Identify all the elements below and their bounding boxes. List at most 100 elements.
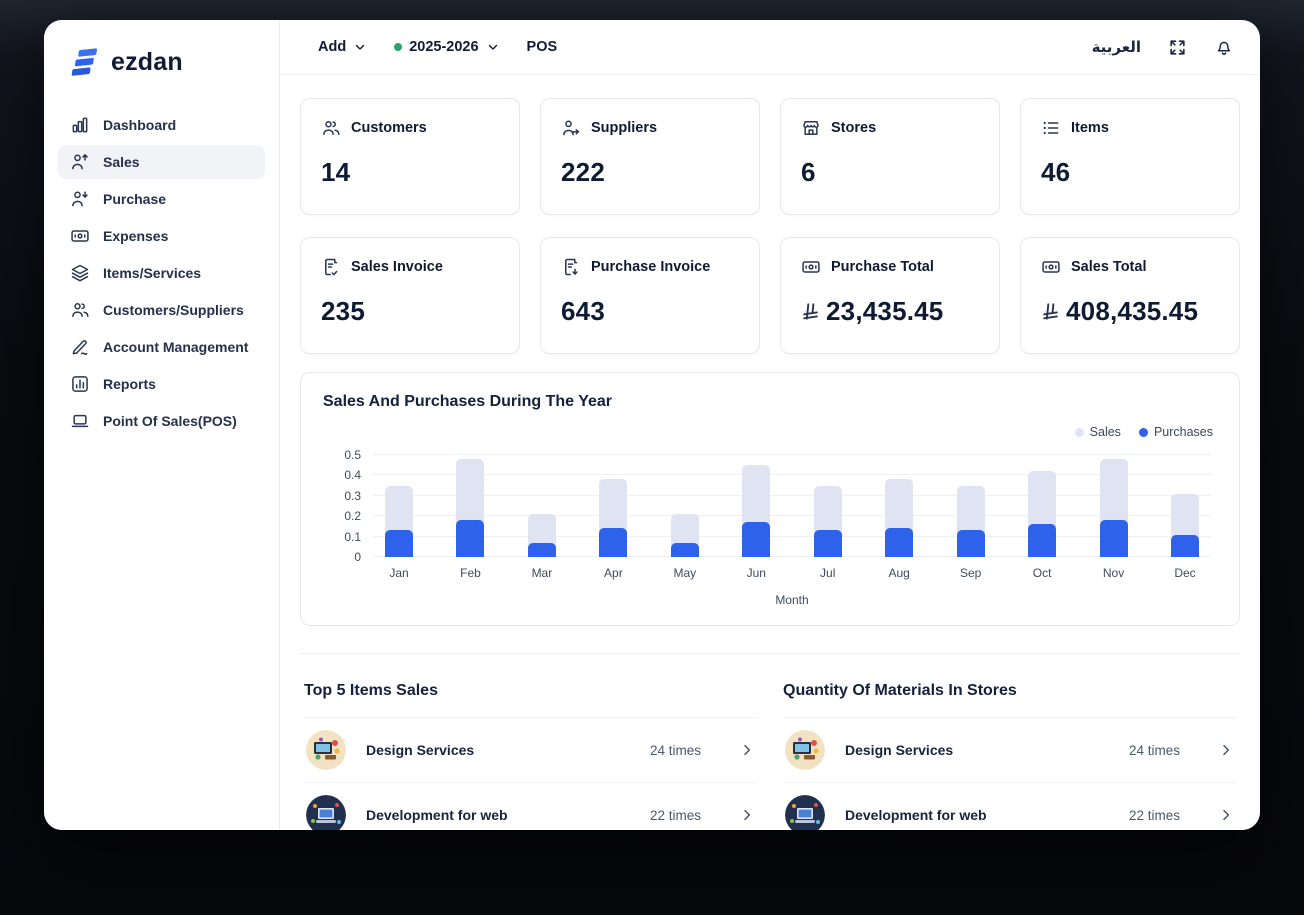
- gridline: [373, 454, 1211, 455]
- stat-card-value: 6: [801, 157, 979, 188]
- chart-legend: Sales Purchases: [323, 425, 1213, 439]
- x-axis-tick: Dec: [1174, 566, 1196, 580]
- dashboard-icon: [70, 115, 90, 135]
- sales-purchases-chart-card: Sales And Purchases During The Year Sale…: [300, 372, 1240, 626]
- item-name: Development for web: [366, 807, 508, 823]
- app-window: ezdan Dashboard Sales Purchase Expenses Item…: [44, 20, 1260, 830]
- bar-group-feb: [456, 455, 485, 557]
- stat-card-number: 408,435.45: [1066, 296, 1199, 326]
- y-axis-tick: 0.4: [344, 468, 361, 483]
- purchases-bar: [1099, 520, 1128, 557]
- bar-group-oct: [1028, 455, 1057, 557]
- item-name: Design Services: [845, 742, 954, 758]
- stat-card-label: Suppliers: [591, 120, 658, 136]
- list-item[interactable]: Design Services 24 times: [304, 718, 757, 783]
- add-label: Add: [318, 39, 347, 55]
- divider: [304, 717, 757, 718]
- sidebar-item-account-management[interactable]: Account Management: [58, 330, 265, 364]
- banknote-icon: [801, 257, 821, 277]
- language-switcher[interactable]: العربية: [1091, 39, 1141, 56]
- person-arrow-icon: [561, 118, 581, 138]
- stat-cards-grid: Customers 14 Suppliers 222 Stores 6 Items 46 Sal…: [300, 98, 1240, 354]
- purchases-bar: [527, 542, 556, 557]
- chart-bars: [373, 455, 1211, 557]
- purchases-bar: [742, 522, 771, 557]
- section-top-items-sales: Top 5 Items Sales Design Services 24 times…: [304, 654, 757, 830]
- x-axis-tick: Jan: [389, 566, 409, 580]
- purchases-bar: [670, 542, 699, 557]
- list-item[interactable]: Development for web 22 times: [783, 783, 1236, 830]
- chevron-down-icon: [486, 40, 500, 54]
- item-count: 22 times: [1128, 807, 1180, 823]
- bar-group-may: [670, 455, 699, 557]
- purchases-bar: [1170, 534, 1199, 557]
- bar-group-aug: [885, 455, 914, 557]
- x-axis-tick: Jul: [820, 566, 836, 580]
- notifications-bell-icon[interactable]: [1214, 37, 1234, 57]
- main-area: Add 2025-2026 POS العربية: [280, 20, 1260, 830]
- stat-card-label: Purchase Total: [831, 259, 934, 275]
- fullscreen-icon[interactable]: [1168, 38, 1187, 57]
- divider: [783, 717, 1236, 718]
- webdev-thumbnail: [306, 795, 346, 830]
- stat-card-stores: Stores 6: [780, 98, 1000, 215]
- list-item[interactable]: Design Services 24 times: [783, 718, 1236, 783]
- add-dropdown[interactable]: Add: [318, 39, 367, 55]
- sidebar-item-purchase[interactable]: Purchase: [58, 182, 265, 216]
- legend-item-purchases[interactable]: Purchases: [1138, 425, 1213, 439]
- sidebar-item-label: Dashboard: [103, 117, 177, 133]
- store-icon: [801, 118, 821, 138]
- stat-card-number: 46: [1041, 157, 1071, 187]
- sidebar-item-label: Customers/Suppliers: [103, 302, 244, 318]
- purchases-bar: [385, 530, 413, 557]
- x-axis-tick: Mar: [531, 566, 553, 580]
- sidebar-item-expenses[interactable]: Expenses: [58, 219, 265, 253]
- brand-logo[interactable]: ezdan: [58, 46, 265, 78]
- gridline: [373, 515, 1211, 517]
- design-thumbnail: [785, 730, 825, 770]
- item-name: Development for web: [845, 807, 987, 823]
- file-down-icon: [561, 257, 581, 277]
- legend-label: Purchases: [1153, 425, 1213, 439]
- bar-group-nov: [1099, 455, 1128, 557]
- active-year-status-dot: [394, 43, 403, 51]
- sidebar-item-reports[interactable]: Reports: [58, 367, 265, 401]
- sidebar-item-items-services[interactable]: Items/Services: [58, 256, 265, 290]
- x-axis-tick: Oct: [1032, 566, 1052, 580]
- y-axis-tick: 0.2: [344, 509, 361, 524]
- stat-card-header: Items: [1041, 118, 1219, 138]
- stat-card-value: 643: [561, 296, 739, 327]
- stat-card-value: 23,435.45: [801, 296, 979, 327]
- saudi-riyal-icon: [801, 302, 820, 321]
- gridline: [373, 474, 1211, 476]
- sidebar-item-point-of-sales[interactable]: Point Of Sales(POS): [58, 404, 265, 438]
- list-item[interactable]: Development for web 22 times: [304, 783, 757, 830]
- x-axis-tick: Sep: [959, 566, 982, 580]
- gridline: [373, 556, 1211, 557]
- bar-group-dec: [1170, 455, 1199, 557]
- sidebar-item-label: Purchase: [103, 191, 167, 207]
- brand-name: ezdan: [111, 47, 183, 76]
- stat-card-sales-invoice: Sales Invoice 235: [300, 237, 520, 354]
- stat-card-suppliers: Suppliers 222: [540, 98, 760, 215]
- sidebar-item-sales[interactable]: Sales: [58, 145, 265, 179]
- design-thumbnail: [306, 730, 346, 770]
- purchases-bar: [956, 530, 985, 557]
- legend-item-sales[interactable]: Sales: [1074, 425, 1121, 439]
- legend-dot: [1138, 427, 1148, 437]
- sidebar-item-customers-suppliers[interactable]: Customers/Suppliers: [58, 293, 265, 327]
- stat-card-customers: Customers 14: [300, 98, 520, 215]
- fiscal-year-dropdown[interactable]: 2025-2026: [394, 39, 499, 55]
- layers-icon: [70, 263, 90, 283]
- stat-card-number: 643: [561, 296, 605, 326]
- x-axis-tick: Nov: [1102, 566, 1125, 580]
- section-quantity-materials-stores: Quantity Of Materials In Stores Design Se…: [783, 654, 1236, 830]
- stat-card-number: 14: [321, 157, 351, 187]
- y-axis-tick: 0: [354, 550, 361, 564]
- people-icon: [70, 300, 90, 320]
- item-name: Design Services: [366, 742, 475, 758]
- sidebar-item-dashboard[interactable]: Dashboard: [58, 108, 265, 142]
- webdev-thumbnail: [785, 795, 825, 830]
- pos-link[interactable]: POS: [527, 39, 558, 55]
- item-count: 24 times: [649, 742, 701, 758]
